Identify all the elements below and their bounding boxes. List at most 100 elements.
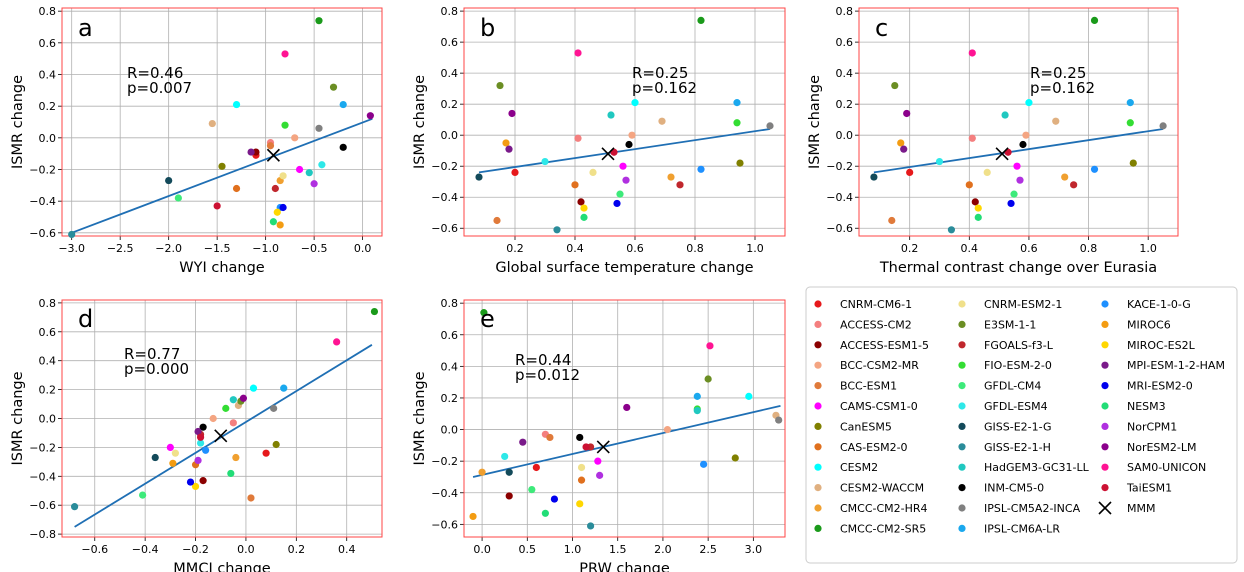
data-point bbox=[553, 226, 561, 234]
x-tick-label: 1.0 bbox=[1139, 242, 1157, 255]
legend-label: NESM3 bbox=[1127, 400, 1166, 413]
data-point bbox=[169, 459, 177, 467]
y-axis-label: ISMR change bbox=[10, 75, 26, 169]
data-point bbox=[232, 453, 240, 462]
x-tick-label: 0.0 bbox=[354, 242, 372, 255]
data-point bbox=[1090, 16, 1099, 25]
data-point bbox=[658, 117, 666, 125]
legend-item: GISS-E2-1-G bbox=[958, 420, 1052, 433]
data-point bbox=[577, 476, 586, 484]
data-point bbox=[1016, 176, 1024, 184]
data-point bbox=[697, 16, 705, 25]
plot-frame bbox=[61, 299, 383, 538]
x-tick-label: 0.4 bbox=[338, 543, 356, 556]
mmm-cross-b bbox=[601, 147, 615, 161]
data-point bbox=[1126, 119, 1134, 127]
legend-label: FGOALS-f3-L bbox=[984, 339, 1054, 352]
legend-label: KACE-1-0-G bbox=[1127, 298, 1191, 311]
data-point bbox=[315, 124, 323, 132]
legend-label: ACCESS-CM2 bbox=[840, 318, 912, 331]
data-point bbox=[580, 213, 588, 221]
data-point bbox=[704, 375, 712, 383]
data-point bbox=[280, 384, 288, 392]
x-tick-label: 0.8 bbox=[686, 242, 704, 255]
legend-item: NorESM2-LM bbox=[1101, 441, 1197, 454]
y-tick-label: 0.8 bbox=[39, 297, 57, 310]
panel-label: d bbox=[78, 305, 93, 333]
data-point bbox=[68, 230, 76, 239]
legend-label: NorCPM1 bbox=[1127, 420, 1177, 433]
legend-item: INM-CM5-0 bbox=[958, 482, 1044, 495]
y-tick-label: 0.4 bbox=[39, 355, 57, 368]
y-tick-label: −0.4 bbox=[29, 470, 56, 483]
stat-r: R=0.77 bbox=[124, 345, 180, 363]
data-point bbox=[310, 180, 318, 188]
data-point bbox=[502, 139, 510, 147]
legend-marker bbox=[1101, 382, 1109, 390]
data-point bbox=[1159, 122, 1167, 130]
panel-a: −3.0 −2.5 −2.0 −1.5 −1.0 −0.5 0.0 −0.6 −0.4 −0.2 0… bbox=[10, 5, 383, 276]
legend-marker bbox=[814, 443, 822, 451]
y-tick-label: 0.4 bbox=[441, 67, 459, 80]
data-point bbox=[508, 109, 516, 118]
legend-marker bbox=[958, 320, 966, 328]
data-point bbox=[249, 384, 258, 392]
legend-label: MIROC6 bbox=[1127, 318, 1171, 331]
data-point bbox=[139, 491, 147, 499]
data-point bbox=[194, 456, 202, 465]
data-point bbox=[1010, 190, 1018, 198]
y-tick-label: 0.2 bbox=[836, 98, 854, 111]
data-point bbox=[218, 162, 226, 170]
x-tick-label: 0.2 bbox=[901, 242, 919, 255]
y-tick-label: 0.0 bbox=[441, 424, 459, 437]
y-axis-label: ISMR change bbox=[807, 75, 823, 169]
data-point bbox=[528, 486, 536, 494]
x-tick-label: −0.6 bbox=[81, 543, 108, 556]
data-point bbox=[574, 134, 582, 142]
data-point bbox=[196, 433, 205, 441]
data-point bbox=[505, 145, 513, 153]
data-point bbox=[631, 99, 639, 107]
data-point bbox=[199, 477, 207, 485]
data-point bbox=[269, 218, 277, 226]
legend-marker bbox=[814, 341, 822, 349]
legend-marker bbox=[958, 463, 966, 471]
data-point bbox=[580, 204, 588, 212]
y-tick-label: 0.2 bbox=[441, 98, 459, 111]
x-tick-label: 3.0 bbox=[745, 543, 763, 556]
x-tick-label: −2.5 bbox=[107, 242, 134, 255]
legend-item: BCC-ESM1 bbox=[814, 380, 897, 393]
data-point bbox=[965, 181, 973, 189]
data-point bbox=[318, 161, 326, 169]
legend-item: ACCESS-ESM1-5 bbox=[814, 339, 929, 352]
data-point bbox=[1022, 131, 1030, 139]
data-point bbox=[511, 168, 519, 177]
legend-label: TaiESM1 bbox=[1126, 482, 1172, 495]
data-point bbox=[736, 159, 744, 167]
legend-marker bbox=[814, 300, 822, 308]
data-point bbox=[295, 165, 304, 174]
legend-frame bbox=[805, 286, 1238, 564]
legend-item: CNRM-ESM2-1 bbox=[958, 298, 1062, 311]
legend-item: BCC-CSM2-MR bbox=[814, 359, 919, 372]
data-point bbox=[546, 433, 554, 442]
y-tick-label: 0.6 bbox=[836, 36, 854, 49]
y-tick-label: 0.8 bbox=[441, 297, 459, 310]
stat-p: p=0.012 bbox=[515, 366, 580, 384]
legend-marker bbox=[814, 382, 822, 390]
x-tick-label: −1.5 bbox=[204, 242, 231, 255]
data-point bbox=[271, 184, 279, 193]
stat-r: R=0.46 bbox=[127, 64, 183, 82]
legend-marker bbox=[814, 422, 822, 430]
data-point bbox=[273, 208, 281, 216]
data-point bbox=[1052, 117, 1060, 125]
y-tick-label: −0.8 bbox=[29, 528, 56, 541]
legend-item: SAM0-UNICON bbox=[1101, 461, 1206, 474]
legend-item: TaiESM1 bbox=[1101, 482, 1172, 495]
data-point bbox=[676, 181, 684, 189]
y-tick-label: 0.8 bbox=[836, 5, 854, 18]
legend-label: E3SM-1-1 bbox=[984, 318, 1036, 331]
data-point bbox=[903, 109, 911, 118]
data-point bbox=[1126, 99, 1134, 107]
